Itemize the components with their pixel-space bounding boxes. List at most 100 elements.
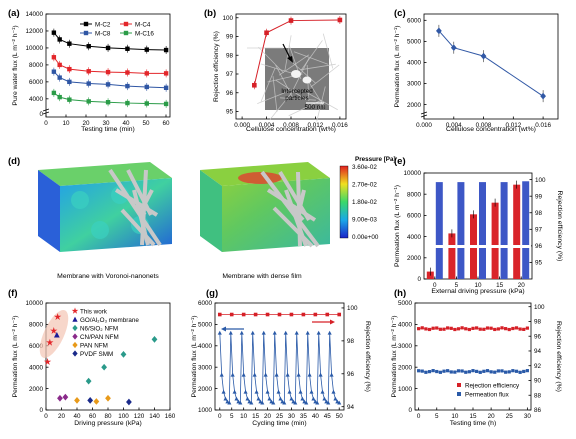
x-tick-label: 0.008 [476, 122, 492, 129]
data-point [57, 37, 62, 42]
data-point [482, 327, 486, 331]
data-point [253, 312, 258, 317]
plot-frame [45, 13, 171, 118]
inset-text: particles [285, 95, 308, 102]
colorbar-tick-label: 9.00e-03 [352, 217, 377, 224]
legend-label: Rejection efficiency [465, 382, 520, 389]
y-tick-label: 100 [222, 15, 233, 22]
data-point [504, 327, 508, 331]
y-tick-label: 100 [535, 177, 546, 184]
y-tick-label: 100 [534, 304, 545, 311]
y-tick-label: 5000 [407, 39, 422, 46]
colorbar-title: Pressure [Pa] [355, 156, 396, 163]
data-point [144, 84, 149, 90]
x-tick-label: 60 [162, 120, 170, 127]
legend-marker [72, 333, 78, 340]
y-tick-label: 8000 [29, 322, 44, 329]
fiber [137, 189, 154, 216]
data-point [272, 330, 277, 335]
y-tick-label: 98 [347, 338, 355, 345]
data-point [417, 327, 421, 331]
data-point [496, 369, 500, 373]
axis-break [420, 111, 428, 118]
colorbar-tick-label: 2.70e-02 [352, 182, 377, 189]
data-point [493, 327, 497, 332]
pressure-patch [91, 221, 109, 239]
axis-break [42, 108, 50, 115]
data-point [450, 44, 457, 52]
series-CN/PAN NFM [57, 393, 69, 402]
data-point [327, 330, 332, 335]
data-point [67, 66, 72, 72]
y-tick-label: 5000 [198, 322, 213, 329]
data-point [57, 75, 62, 80]
y-tick-label: 0 [408, 407, 412, 414]
data-point [525, 326, 529, 330]
data-point [453, 370, 457, 374]
data-point [239, 330, 244, 335]
x-axis-label: Cellulose concentration (wt%) [446, 126, 536, 133]
data-point [489, 370, 493, 374]
data-point [522, 369, 526, 374]
sem-fiber [269, 91, 293, 121]
legend-marker [72, 324, 78, 332]
data-point [475, 369, 479, 374]
panel-label: (b) [204, 8, 216, 19]
data-point [57, 62, 62, 68]
y-tick-label: 0 [417, 276, 421, 283]
data-point [500, 326, 504, 330]
flux-series [217, 330, 342, 405]
data-point [105, 82, 111, 87]
data-point [67, 41, 72, 46]
data-point [105, 69, 111, 75]
sem-fiber [278, 54, 310, 76]
data-point [163, 101, 169, 107]
data-point [427, 370, 432, 374]
data-point [67, 79, 72, 85]
data-point [325, 312, 330, 317]
x-axis-label: Driving pressure (kPa) [74, 420, 142, 427]
x-tick-label: 15 [252, 413, 260, 420]
data-point [85, 377, 92, 385]
x-tick-label: 0.008 [283, 122, 299, 129]
data-point [67, 97, 72, 102]
y-tick-label: 3000 [398, 343, 413, 350]
data-point [446, 326, 450, 330]
data-point [313, 312, 318, 317]
data-point [478, 327, 482, 331]
y-axis-label: Pure water flux (L m⁻² h⁻¹) [12, 25, 19, 105]
y-tick-label: 98 [534, 319, 542, 326]
box-top [38, 162, 172, 186]
y-tick-label: 10000 [25, 300, 43, 307]
y-tick-label: 12000 [25, 28, 43, 35]
data-point [277, 312, 282, 317]
panel-label: (a) [8, 8, 20, 19]
x-tick-label: 35 [300, 413, 308, 420]
y-tick-label: 6000 [407, 18, 422, 25]
data-point [86, 99, 91, 104]
data-point [471, 369, 475, 373]
y-axis-label: Permeation flux (L m⁻² h⁻¹) [191, 315, 198, 397]
voronoi-membrane-model [38, 162, 172, 252]
x-tick-label: 120 [134, 413, 145, 420]
data-point [57, 94, 62, 100]
right-arrow-head [330, 319, 335, 325]
data-point [53, 331, 60, 338]
x-tick-label: 140 [149, 413, 160, 420]
data-point [125, 70, 130, 75]
series-PVDF SMM [87, 397, 132, 406]
data-point [500, 369, 504, 373]
fiber [108, 168, 162, 247]
y-tick-label: 2000 [407, 102, 422, 109]
left-arrow-head [221, 326, 226, 332]
fiber [278, 170, 311, 222]
legend-label: Permeation flux [465, 391, 510, 398]
series-M-C8 [51, 67, 169, 92]
dense-film-membrane-model [200, 162, 330, 252]
legend-label: CN/PAN NFM [80, 334, 119, 341]
panel-label: (g) [206, 288, 218, 299]
data-point [471, 326, 475, 330]
fiber [120, 208, 156, 247]
